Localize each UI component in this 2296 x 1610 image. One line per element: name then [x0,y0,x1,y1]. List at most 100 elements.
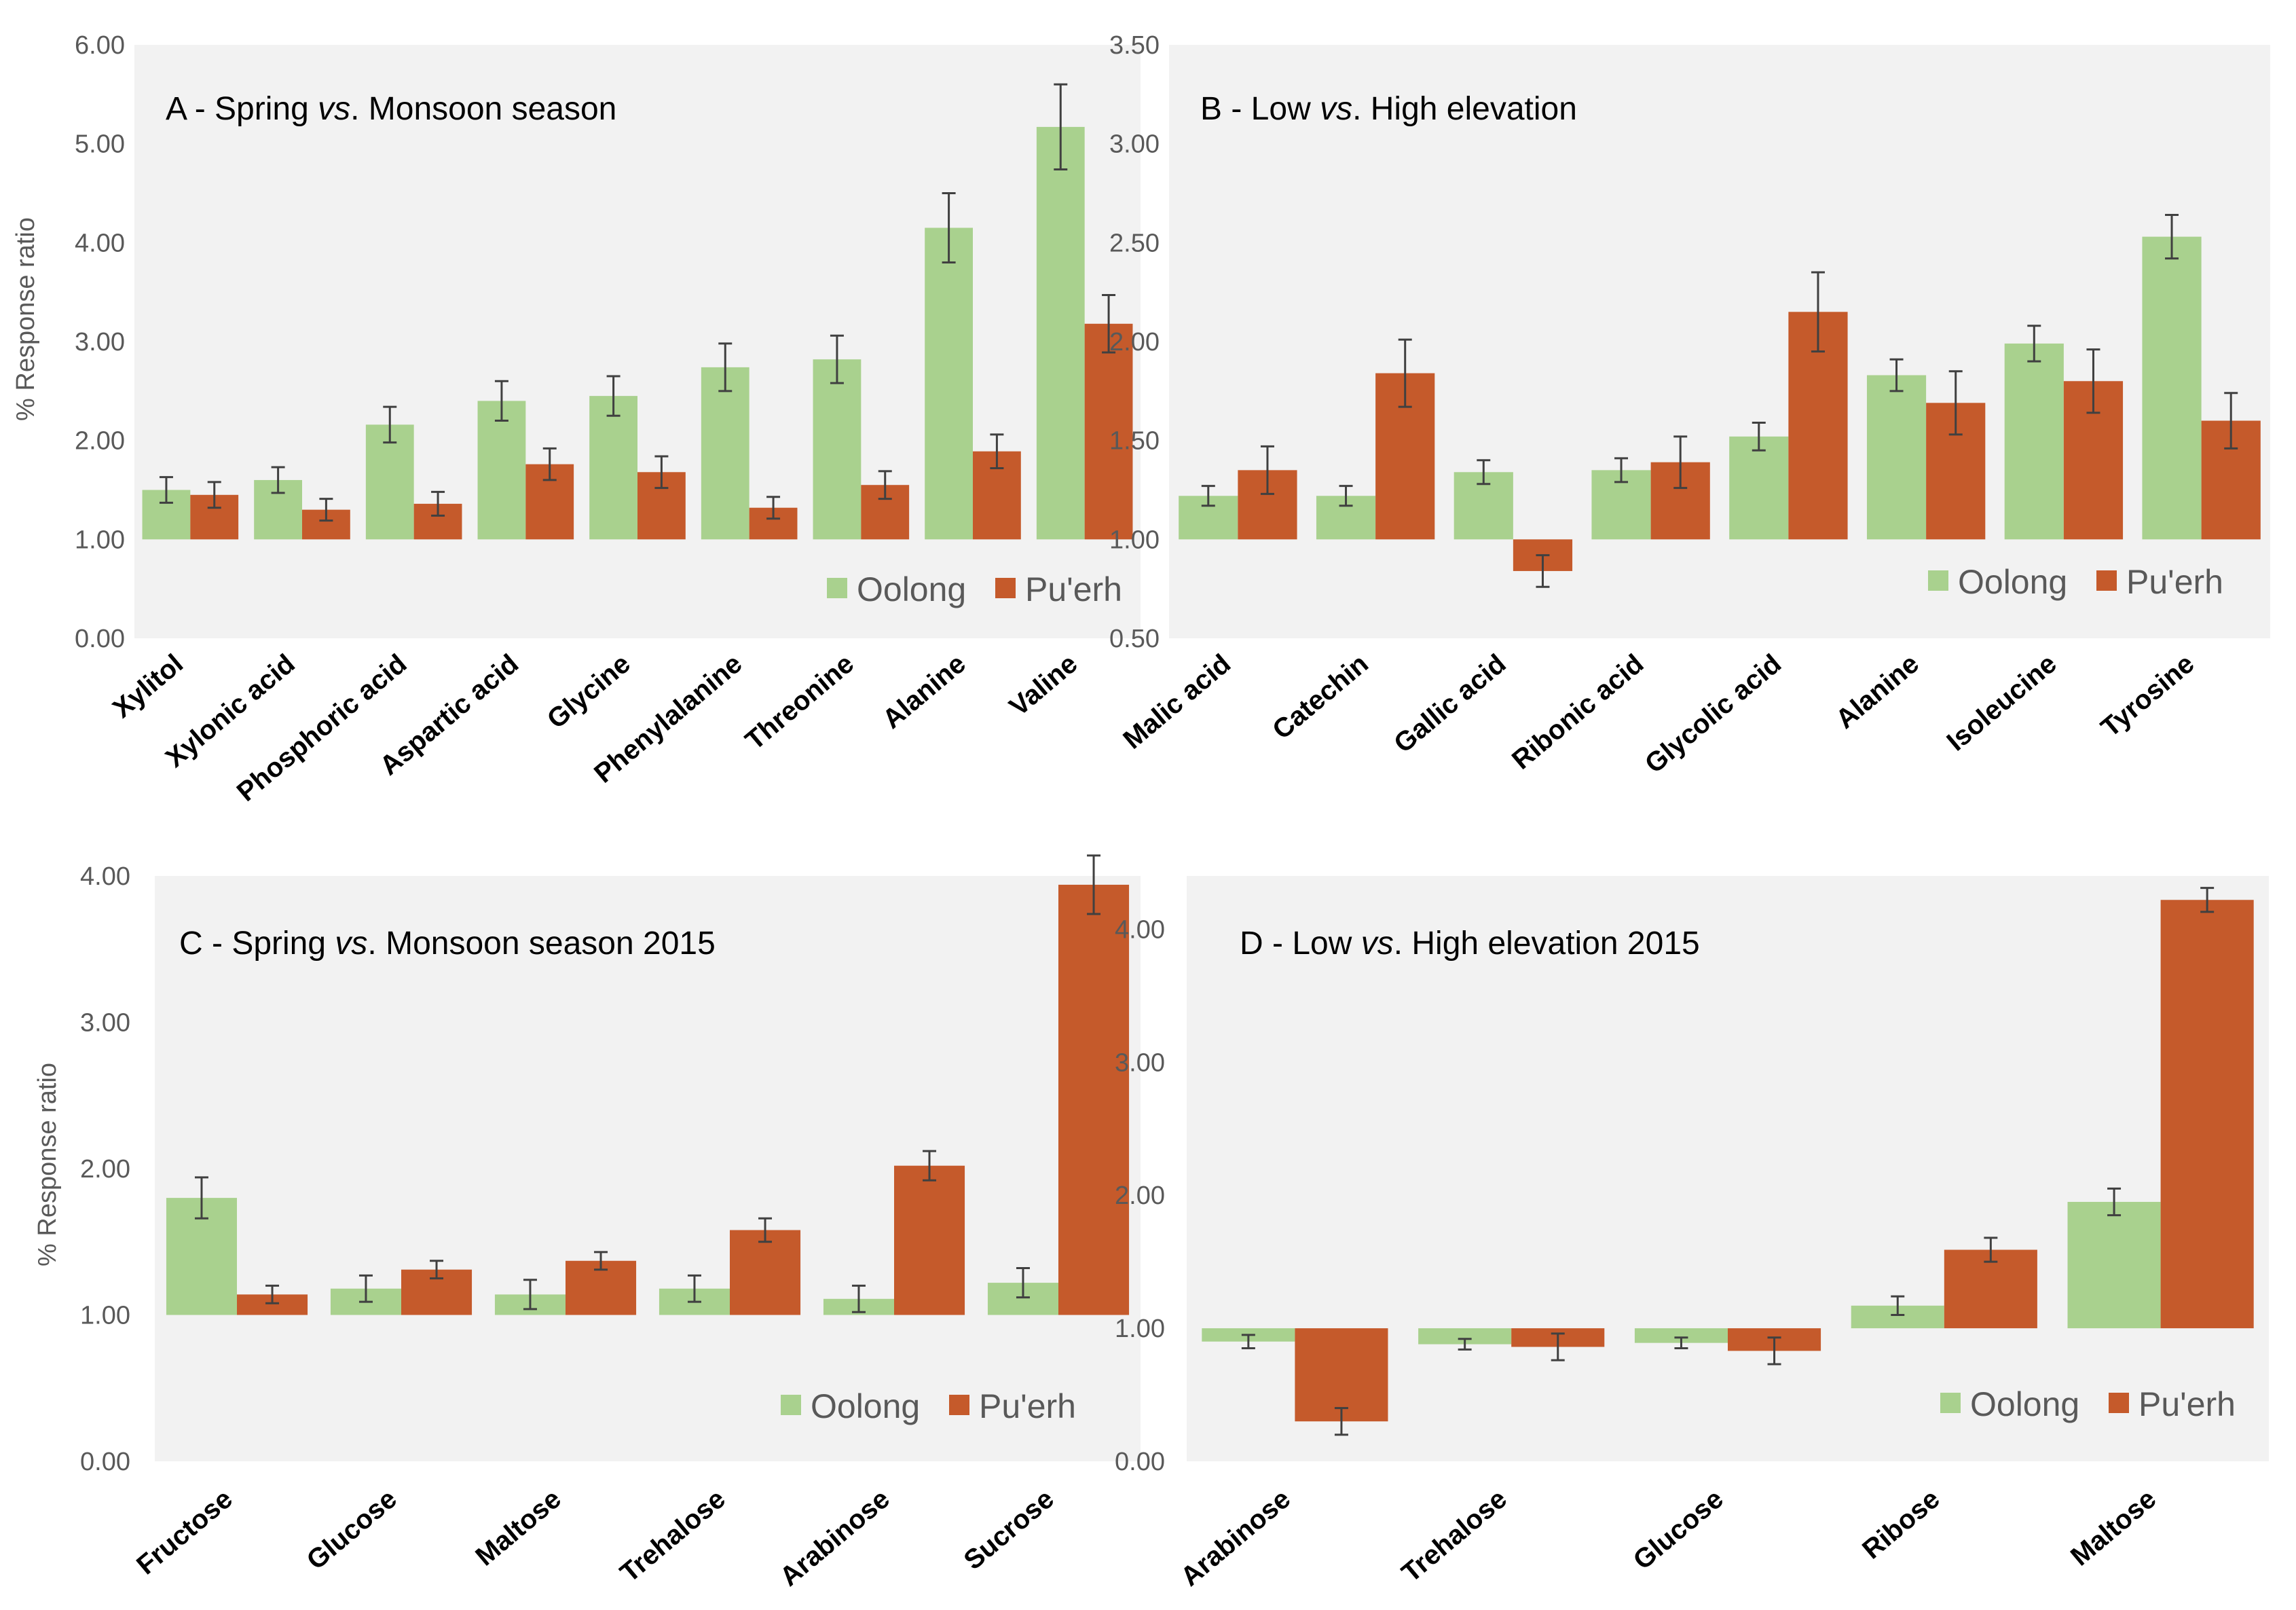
error-bar [766,496,781,520]
error-bar [2200,887,2215,913]
error-bar [1889,358,1904,392]
error-bar [851,1284,866,1313]
error-bar [1767,1336,1781,1366]
y-tick-label: 3.00 [1115,1048,1165,1077]
y-tick-label: 4.00 [75,229,125,257]
y-tick-label: 3.50 [1109,31,1160,60]
error-bar [1334,1407,1348,1436]
panel-title: A - Spring vs. Monsoon season [166,91,616,127]
plot-area [1169,45,2270,638]
error-bar [923,1150,937,1182]
error-bar [194,1176,208,1220]
error-bar [594,1251,608,1271]
y-tick-label: 2.00 [75,427,125,456]
error-bar [990,433,1004,469]
error-bar [1016,1267,1030,1299]
error-bar [1948,370,1963,436]
error-bar [319,498,333,522]
y-tick-label: 2.00 [1109,328,1160,356]
x-tick-label: Ribose [1857,1484,1945,1565]
legend-swatch-oolong [827,578,847,598]
error-bar [2086,348,2100,414]
y-tick-label: 1.00 [75,526,125,554]
y-tick-label: 0.00 [75,625,125,653]
error-bar [1201,485,1215,507]
legend-swatch-puerh [2109,1393,2129,1413]
y-tick-label: 0.50 [1109,625,1160,653]
legend: Oolong Pu'erh [781,1387,1076,1425]
error-bar [1891,1295,1905,1316]
bar-puerh [1084,323,1133,540]
bar-oolong [925,227,973,540]
bar-puerh [894,1165,965,1315]
error-bar [1536,554,1550,588]
y-tick-label: 6.00 [75,31,125,60]
error-bar [1984,1237,1998,1263]
legend: Oolong Pu'erh [827,570,1122,608]
bar-puerh [1944,1249,2037,1329]
x-tick-label: Gallic acid [1388,648,1512,758]
bar-oolong [1418,1328,1512,1344]
error-bar [1339,485,1353,507]
error-bar [942,192,956,263]
x-tick-label: Maltose [470,1484,566,1571]
x-tick-label: Glucose [301,1484,403,1575]
x-tick-label: Ribonic acid [1506,648,1649,775]
error-bar [2165,214,2179,260]
panel-title: C - Spring vs. Monsoon season 2015 [179,926,716,962]
error-bar [271,466,285,494]
y-tick-label: 1.50 [1109,427,1160,456]
y-tick-label: 5.00 [75,130,125,159]
error-bar [830,334,844,384]
bar-oolong [2004,343,2064,540]
y-axis-label: % Response ratio [33,1063,62,1266]
error-bar [654,455,669,490]
x-tick-label: Glycine [542,648,636,735]
error-bar [2224,392,2238,450]
error-bar [687,1274,701,1303]
x-tick-label: Malic acid [1117,648,1236,755]
error-bar [1260,445,1274,495]
legend: Oolong Pu'erh [1928,563,2223,601]
bar-puerh [1295,1328,1388,1422]
y-tick-label: 2.00 [80,1155,130,1184]
bar-puerh [2160,900,2254,1329]
error-bar [542,447,557,481]
error-bar [383,405,397,444]
y-axis-label: % Response ratio [12,217,40,421]
bar-oolong [701,367,749,540]
legend-label: Pu'erh [2138,1385,2236,1423]
error-bar [1752,421,1766,452]
x-tick-label: Tyrosine [2096,648,2200,743]
error-bar [430,1260,444,1280]
error-bar [2027,325,2041,363]
error-bar [1674,1336,1688,1349]
x-tick-label: Xylitol [107,648,189,724]
bar-oolong [1036,126,1085,540]
error-bar [1241,1334,1255,1349]
legend-swatch-oolong [1940,1393,1961,1413]
panel-title: D - Low vs. High elevation 2015 [1240,926,1700,962]
y-tick-label: 3.00 [80,1009,130,1038]
x-tick-label: Maltose [2065,1484,2162,1571]
bar-puerh [730,1230,801,1315]
error-bar [1614,457,1629,483]
chart-panel-a: 0.00 1.00 2.00 3.00 4.00 5.00 6.00 % Response r… [12,31,1141,807]
legend: Oolong Pu'erh [1940,1385,2236,1423]
error-bar [431,490,445,517]
plot-area [134,45,1141,638]
error-bar [2107,1187,2122,1217]
error-bar [1398,338,1412,408]
panel-title: B - Low vs. High elevation [1200,91,1577,127]
error-bar [494,380,508,422]
legend-label: Oolong [857,570,966,608]
error-bar [358,1274,373,1303]
bar-oolong [1634,1328,1728,1343]
bar-oolong [813,359,862,540]
error-bar [523,1279,537,1311]
legend-swatch-puerh [995,578,1016,598]
y-tick-label: 2.50 [1109,229,1160,257]
legend-swatch-puerh [949,1395,969,1415]
chart-panel-b: 0.50 1.00 1.50 2.00 2.50 3.00 3.50 Malic acid Ca… [1109,31,2270,780]
